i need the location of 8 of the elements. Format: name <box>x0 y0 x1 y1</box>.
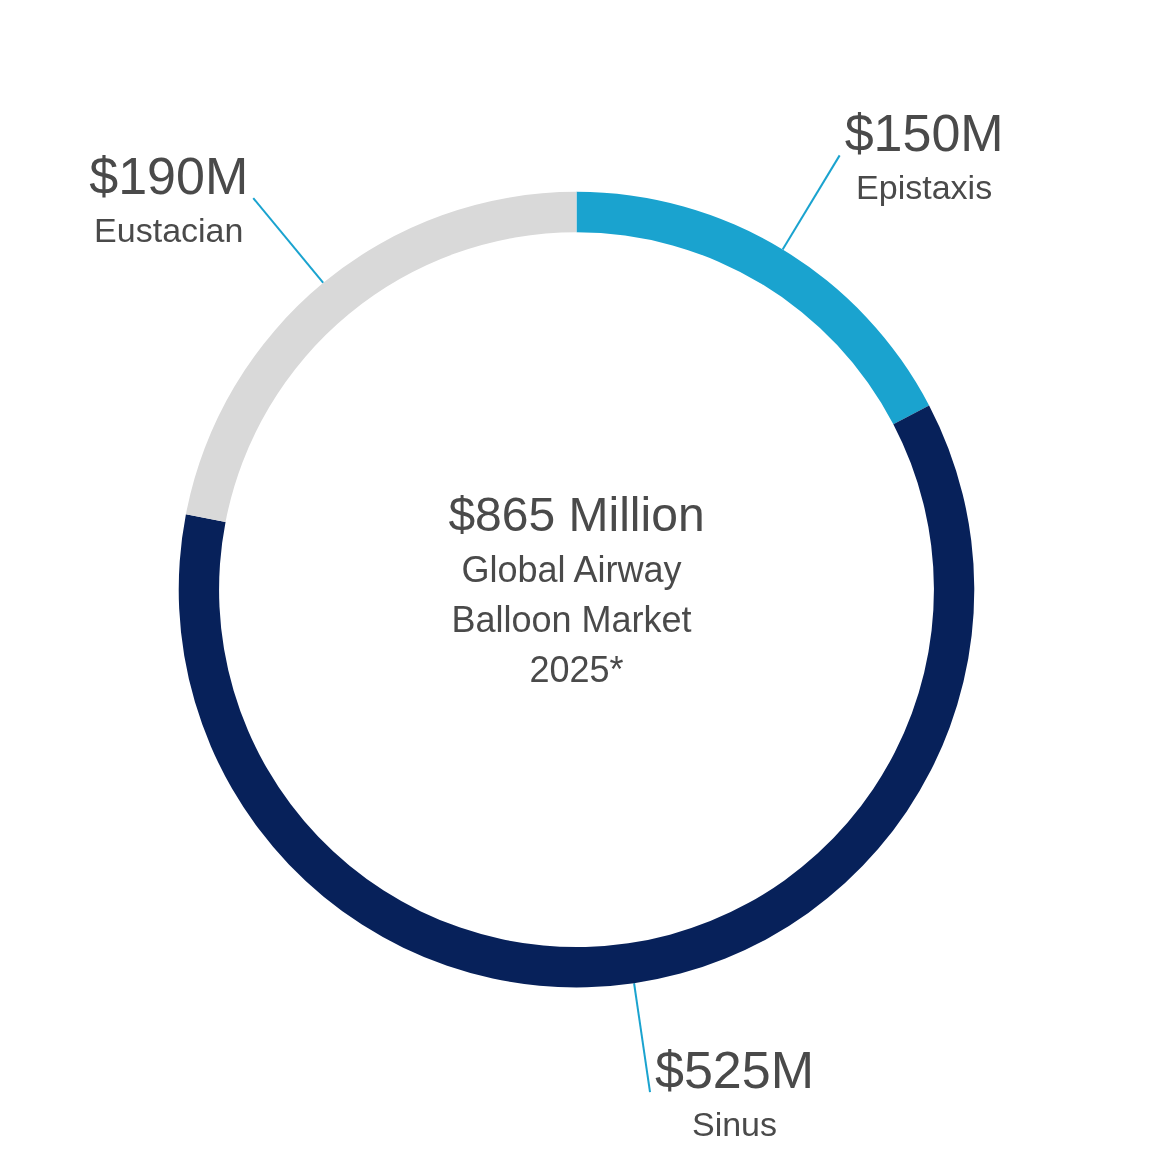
slice-label: Epistaxis <box>856 168 993 207</box>
text: $865 Million <box>448 487 705 541</box>
data-label: $150M <box>844 104 1004 163</box>
slice-label: Sinus <box>691 1105 778 1144</box>
text: Global Airway Balloon Market 2025* <box>451 548 702 690</box>
data-label: $190M <box>89 147 249 206</box>
data-label: $525M <box>655 1041 815 1100</box>
slice-label: Eustacian <box>94 211 244 250</box>
